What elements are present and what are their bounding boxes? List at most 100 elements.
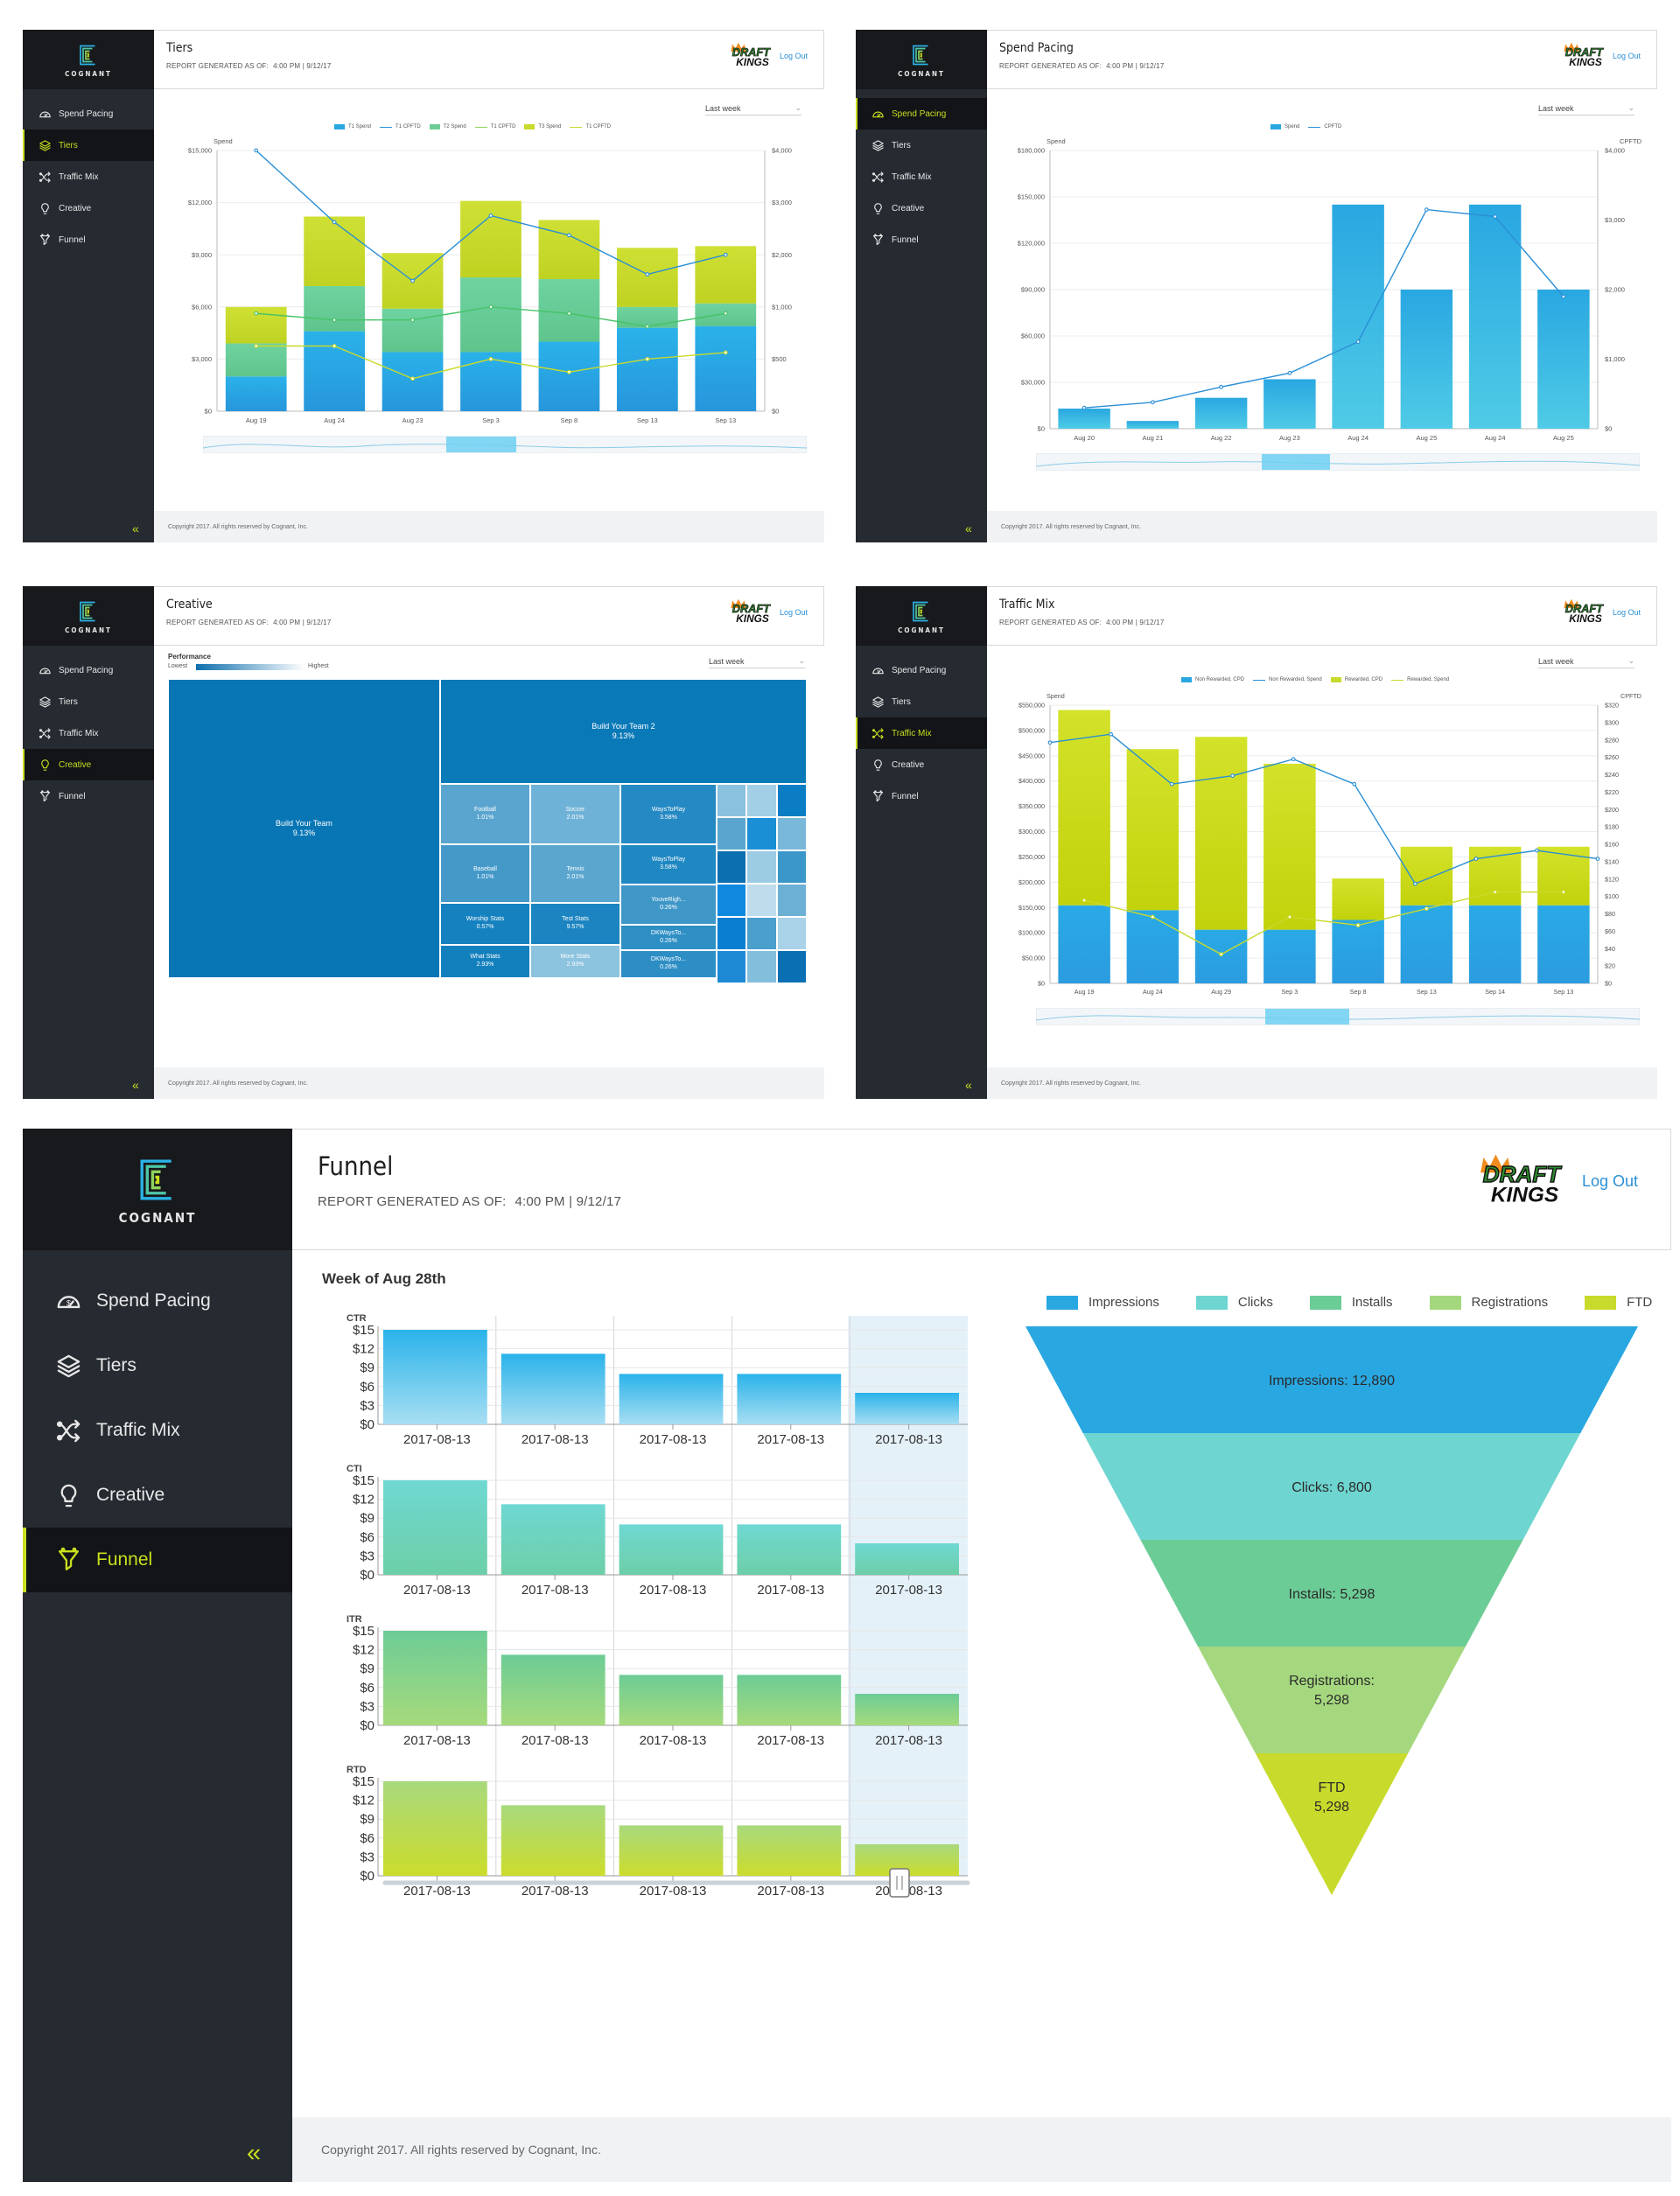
bar-non-rewarded-cpd[interactable] <box>1194 929 1248 983</box>
bar-t1-spend[interactable] <box>225 376 287 411</box>
line-point[interactable] <box>1493 214 1498 219</box>
metric-bar[interactable] <box>855 1543 959 1575</box>
funnel-stage[interactable] <box>1082 1433 1581 1540</box>
bar-spend[interactable] <box>1332 204 1384 430</box>
bar-t2-spend[interactable] <box>460 277 522 353</box>
brand-logo[interactable]: COGNANT <box>23 586 154 646</box>
metric-bar[interactable] <box>500 1805 606 1876</box>
bar-non-rewarded-cpd[interactable] <box>1264 929 1316 983</box>
bar-non-rewarded-cpd[interactable] <box>1400 905 1453 983</box>
sidebar-item-spend-pacing[interactable]: $ Spend Pacing <box>23 654 154 686</box>
treemap-tile[interactable]: More Stats 2.93% <box>530 945 620 978</box>
bar-t1-spend[interactable] <box>538 341 600 411</box>
treemap-tile-small[interactable] <box>717 917 747 950</box>
legend-item[interactable]: T3 Spend <box>524 124 561 129</box>
treemap-tile-small[interactable] <box>776 817 807 850</box>
treemap-tile-small[interactable] <box>717 884 747 917</box>
line-point[interactable] <box>1047 740 1053 745</box>
logout-link[interactable]: Log Out <box>1581 1172 1638 1190</box>
collapse-sidebar-icon[interactable]: « <box>132 521 139 535</box>
treemap-tile-small[interactable] <box>746 817 777 850</box>
metric-bar[interactable] <box>619 1825 724 1876</box>
sidebar-item-spend-pacing[interactable]: $ Spend Pacing <box>23 98 154 129</box>
funnel-stage[interactable] <box>1026 1326 1638 1433</box>
legend-item[interactable]: Rewarded, Spend <box>1391 677 1449 682</box>
line-point[interactable] <box>645 324 650 329</box>
sidebar-item-creative[interactable]: Creative <box>856 749 987 780</box>
treemap-tile-small[interactable] <box>746 917 777 950</box>
bar-rewarded-cpd[interactable] <box>1264 763 1316 930</box>
line-point[interactable] <box>1291 757 1296 762</box>
legend-item[interactable]: Installs <box>1309 1295 1393 1310</box>
bar-non-rewarded-cpd[interactable] <box>1537 905 1590 983</box>
range-handle[interactable] <box>1265 1009 1349 1025</box>
legend-item[interactable]: T2 Spend <box>429 124 466 129</box>
collapse-sidebar-icon[interactable]: « <box>247 2139 262 2167</box>
sidebar-item-tiers[interactable]: Tiers <box>23 1333 292 1398</box>
collapse-sidebar-icon[interactable]: « <box>965 521 972 535</box>
line-point[interactable] <box>488 304 494 310</box>
range-navigator[interactable] <box>1036 1008 1640 1025</box>
bar-spend[interactable] <box>1126 421 1180 429</box>
metric-bar[interactable] <box>383 1480 487 1575</box>
line-point[interactable] <box>332 344 337 348</box>
bar-t1-spend[interactable] <box>304 331 366 411</box>
date-range-select[interactable]: Last week ⌄ <box>709 654 805 668</box>
line-point[interactable] <box>645 272 650 276</box>
metric-bar[interactable] <box>737 1675 842 1725</box>
line-point[interactable] <box>1412 881 1418 886</box>
legend-item[interactable]: T1 CPFTD <box>570 124 611 129</box>
line-point[interactable] <box>1535 848 1539 853</box>
sidebar-item-funnel[interactable]: Funnel <box>23 1528 292 1592</box>
treemap-tile[interactable]: DKWaysTo... 0.26% <box>620 950 717 978</box>
line-point[interactable] <box>410 318 415 323</box>
sidebar-item-traffic-mix[interactable]: Traffic Mix <box>23 1398 292 1463</box>
brand-logo[interactable]: COGNANT <box>856 586 987 646</box>
line-point[interactable] <box>1493 890 1498 894</box>
treemap-tile-small[interactable] <box>746 784 777 817</box>
legend-item[interactable]: T1 CPFTD <box>380 124 421 129</box>
line-point[interactable] <box>254 344 259 348</box>
legend-item[interactable]: FTD <box>1585 1295 1652 1310</box>
funnel-stage[interactable] <box>1140 1540 1523 1647</box>
date-range-select[interactable]: Last week ⌄ <box>1538 654 1634 668</box>
legend-item[interactable]: Registrations <box>1429 1295 1548 1310</box>
line-point[interactable] <box>1561 294 1566 299</box>
bar-rewarded-cpd[interactable] <box>1400 846 1453 906</box>
metric-bar[interactable] <box>619 1374 724 1424</box>
brand-logo[interactable]: COGNANT <box>23 1129 292 1250</box>
line-point[interactable] <box>1230 773 1236 779</box>
metric-bar[interactable] <box>619 1675 724 1725</box>
bar-non-rewarded-cpd[interactable] <box>1332 920 1384 983</box>
sidebar-item-traffic-mix[interactable]: Traffic Mix <box>23 717 154 749</box>
sidebar-item-spend-pacing[interactable]: $ Spend Pacing <box>23 1269 292 1333</box>
line-point[interactable] <box>1287 371 1292 375</box>
legend-item[interactable]: T1 CPFTD <box>474 124 515 129</box>
treemap-tile[interactable]: YouveRigh... 0.26% <box>620 885 717 925</box>
treemap-tile[interactable]: Test Stats 9.57% <box>530 903 620 945</box>
sidebar-item-funnel[interactable]: Funnel <box>856 780 987 812</box>
bar-t2-spend[interactable] <box>225 343 287 377</box>
line-point[interactable] <box>723 311 728 316</box>
treemap-tile-small[interactable] <box>717 983 807 985</box>
bar-rewarded-cpd[interactable] <box>1194 737 1248 930</box>
sidebar-item-funnel[interactable]: Funnel <box>23 780 154 812</box>
bar-t1-spend[interactable] <box>616 327 678 411</box>
logout-link[interactable]: Log Out <box>1612 52 1641 60</box>
legend-item[interactable]: CPFTD <box>1308 124 1341 129</box>
sidebar-item-tiers[interactable]: Tiers <box>856 686 987 717</box>
bar-t3-spend[interactable] <box>304 216 366 286</box>
metric-bar[interactable] <box>383 1631 487 1725</box>
brand-logo[interactable]: COGNANT <box>23 30 154 89</box>
funnel-stage[interactable] <box>1255 1753 1409 1895</box>
line-point[interactable] <box>410 278 415 283</box>
treemap-tile-small[interactable] <box>776 784 807 817</box>
sidebar-item-creative[interactable]: Creative <box>23 192 154 224</box>
treemap-tile[interactable]: Soccer 2.01% <box>530 784 620 844</box>
line-point[interactable] <box>567 369 571 374</box>
metric-bar[interactable] <box>500 1504 606 1575</box>
bar-t2-spend[interactable] <box>304 285 366 332</box>
sidebar-item-traffic-mix[interactable]: Traffic Mix <box>856 717 987 749</box>
legend-item[interactable]: Non Rewarded, CPD <box>1181 677 1244 682</box>
line-point[interactable] <box>254 148 259 153</box>
